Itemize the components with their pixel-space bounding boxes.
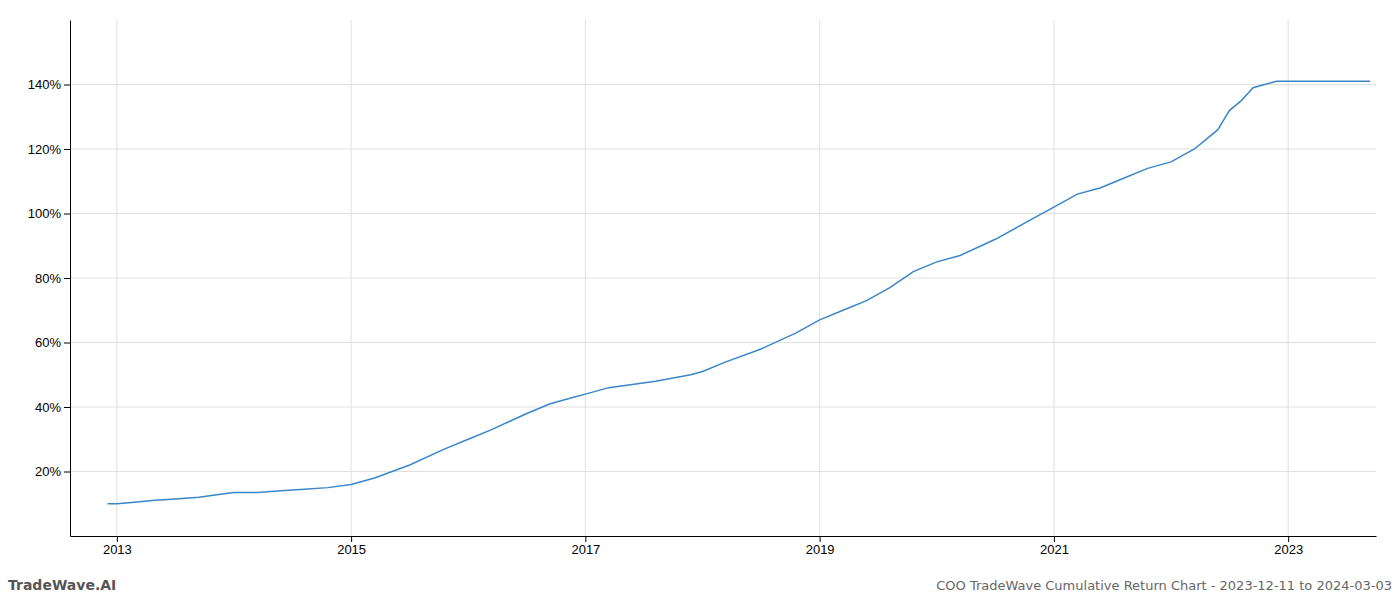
tick-label: 120% [28, 142, 62, 157]
tick: 120% [28, 142, 70, 157]
tick-mark [64, 149, 70, 150]
tick-mark [117, 536, 118, 542]
tick-label: 20% [35, 464, 61, 479]
tick-mark [64, 472, 70, 473]
tick-label: 2021 [1040, 542, 1069, 557]
tick: 60% [35, 335, 70, 350]
tick: 100% [28, 206, 70, 221]
grid-line [70, 213, 1376, 214]
tick-mark [585, 536, 586, 542]
tick-mark [351, 536, 352, 542]
grid-line [70, 149, 1376, 150]
grid-line [70, 471, 1376, 472]
tick: 20% [35, 464, 70, 479]
tick: 80% [35, 271, 70, 286]
series [107, 81, 1370, 503]
tick: 40% [35, 400, 70, 415]
tick-label: 2015 [337, 542, 366, 557]
tick-mark [820, 536, 821, 542]
tick-label: 80% [35, 271, 61, 286]
grid [70, 20, 1376, 536]
chart: 2013 2015 2017 2019 2021 2023 20% 40% 60% 80% 100%… [0, 0, 1400, 600]
tick-label: 100% [28, 206, 62, 221]
y-axis: 20% 40% 60% 80% 100% 120% 140% [28, 21, 71, 537]
axis-line [71, 536, 1377, 537]
tick-label: 140% [28, 77, 62, 92]
tick-mark [64, 85, 70, 86]
tick-mark [64, 278, 70, 279]
tick-label: 2013 [103, 542, 132, 557]
tick-mark [64, 407, 70, 408]
tick: 2023 [1274, 536, 1303, 557]
tick: 2019 [806, 536, 835, 557]
tick: 2017 [571, 536, 600, 557]
watermark: TradeWave.AI [8, 577, 116, 593]
tick: 2013 [103, 536, 132, 557]
title: COO TradeWave Cumulative Return Chart - … [936, 578, 1392, 593]
tick: 140% [28, 77, 70, 92]
grid-line [70, 342, 1376, 343]
tick-label: 2017 [571, 542, 600, 557]
tick-mark [64, 343, 70, 344]
tick-label: 2023 [1274, 542, 1303, 557]
axis-line [70, 21, 71, 537]
tick-label: 2019 [806, 542, 835, 557]
tick: 2021 [1040, 536, 1069, 557]
tick-mark [1054, 536, 1055, 542]
line [107, 81, 1370, 503]
tick-mark [64, 214, 70, 215]
plot-area: 2013 2015 2017 2019 2021 2023 20% 40% 60% 80% 100%… [28, 20, 1377, 557]
grid-line [70, 407, 1376, 408]
tick-label: 40% [35, 400, 61, 415]
tick: 2015 [337, 536, 366, 557]
grid-line [70, 84, 1376, 85]
tick-mark [1288, 536, 1289, 542]
grid-line [70, 278, 1376, 279]
x-axis: 2013 2015 2017 2019 2021 2023 [71, 536, 1377, 557]
tick-label: 60% [35, 335, 61, 350]
